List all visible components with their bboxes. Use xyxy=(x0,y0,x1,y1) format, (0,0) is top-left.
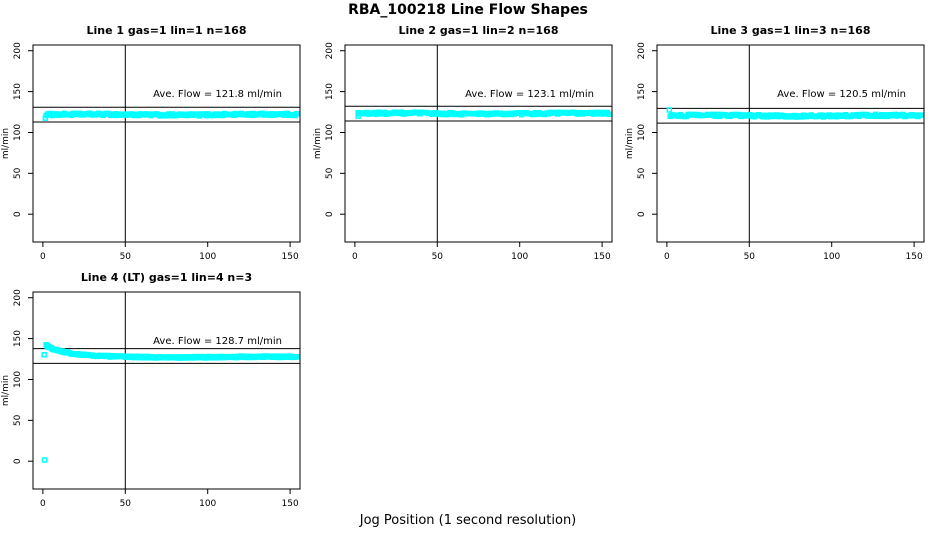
y-tick-label: 0 xyxy=(637,211,647,217)
y-axis-label: ml/min xyxy=(313,128,323,159)
x-tick-label: 0 xyxy=(40,252,46,262)
scatter-points xyxy=(41,341,300,463)
data-point xyxy=(605,111,612,117)
ave-flow-annotation: Ave. Flow = 121.8 ml/min xyxy=(153,89,282,100)
figure-x-label: Jog Position (1 second resolution) xyxy=(359,513,577,528)
panel-3-svg: Line 3 gas=1 lin=3 n=168 0 50 100 150 0 50 100 1… xyxy=(625,24,925,262)
panel-4: Line 4 (LT) gas=1 lin=4 n=3 0 50 100 150 0 50 1… xyxy=(0,268,312,521)
x-tick-label: 50 xyxy=(744,252,756,262)
panel-2: Line 2 gas=1 lin=2 n=168 0 50 100 150 0 50 100 1… xyxy=(312,21,624,274)
scatter-points xyxy=(42,110,300,121)
data-point xyxy=(41,457,48,463)
y-axis-label: ml/min xyxy=(1,375,11,406)
y-axis-label: ml/min xyxy=(1,128,11,159)
panel-title: Line 1 gas=1 lin=1 n=168 xyxy=(86,24,246,37)
ave-flow-annotation: Ave. Flow = 123.1 ml/min xyxy=(465,89,594,100)
data-point xyxy=(917,112,924,118)
panel-4-svg: Line 4 (LT) gas=1 lin=4 n=3 0 50 100 150 0 50 1… xyxy=(1,271,301,509)
y-tick-label: 200 xyxy=(13,42,23,59)
panel-title: Line 3 gas=1 lin=3 n=168 xyxy=(710,24,870,37)
x-tick-label: 150 xyxy=(594,252,611,262)
y-tick-label: 100 xyxy=(325,124,335,141)
plot-box xyxy=(32,44,301,243)
y-tick-label: 200 xyxy=(13,289,23,306)
ave-flow-annotation: Ave. Flow = 128.7 ml/min xyxy=(153,336,282,347)
x-tick-label: 0 xyxy=(40,499,46,509)
ave-flow-annotation: Ave. Flow = 120.5 ml/min xyxy=(777,89,906,100)
y-tick-label: 50 xyxy=(13,414,23,426)
y-tick-label: 0 xyxy=(13,211,23,217)
panel-3: Line 3 gas=1 lin=3 n=168 0 50 100 150 0 50 100 1… xyxy=(624,21,936,274)
y-tick-label: 150 xyxy=(13,83,23,100)
scatter-points xyxy=(666,107,924,120)
y-tick-label: 150 xyxy=(13,330,23,347)
x-tick-label: 100 xyxy=(199,499,216,509)
figure-title: RBA_100218 Line Flow Shapes xyxy=(348,2,588,18)
y-axis-label: ml/min xyxy=(625,128,635,159)
y-tick-label: 200 xyxy=(325,42,335,59)
y-tick-label: 100 xyxy=(13,371,23,388)
x-tick-label: 100 xyxy=(823,252,840,262)
y-tick-label: 0 xyxy=(325,211,335,217)
y-tick-label: 50 xyxy=(637,167,647,179)
x-tick-label: 150 xyxy=(906,252,923,262)
panel-2-svg: Line 2 gas=1 lin=2 n=168 0 50 100 150 0 50 100 1… xyxy=(313,24,613,262)
y-tick-label: 150 xyxy=(325,83,335,100)
y-tick-label: 150 xyxy=(637,83,647,100)
y-tick-label: 50 xyxy=(325,167,335,179)
x-tick-label: 150 xyxy=(282,499,299,509)
y-tick-label: 100 xyxy=(637,124,647,141)
data-point xyxy=(293,353,300,360)
panel-1-svg: Line 1 gas=1 lin=1 n=168 0 50 100 150 0 50 100 1… xyxy=(1,24,301,262)
y-tick-label: 50 xyxy=(13,167,23,179)
panel-title: Line 4 (LT) gas=1 lin=4 n=3 xyxy=(81,271,252,284)
panel-title: Line 2 gas=1 lin=2 n=168 xyxy=(398,24,558,37)
y-tick-label: 100 xyxy=(13,124,23,141)
x-tick-label: 150 xyxy=(282,252,299,262)
y-tick-label: 0 xyxy=(13,458,23,464)
data-point xyxy=(355,113,361,119)
x-tick-label: 50 xyxy=(120,252,132,262)
panel-1: Line 1 gas=1 lin=1 n=168 0 50 100 150 0 50 100 1… xyxy=(0,21,312,274)
scatter-points xyxy=(355,109,612,119)
y-tick-label: 200 xyxy=(637,42,647,59)
data-point xyxy=(41,352,47,358)
data-point xyxy=(42,115,49,121)
plot-box xyxy=(32,291,301,490)
data-point xyxy=(293,111,300,117)
x-tick-label: 100 xyxy=(511,252,528,262)
plot-box xyxy=(344,44,613,243)
x-tick-label: 100 xyxy=(199,252,216,262)
x-tick-label: 50 xyxy=(120,499,132,509)
plot-box xyxy=(656,44,925,243)
x-tick-label: 0 xyxy=(664,252,670,262)
x-tick-label: 50 xyxy=(432,252,444,262)
data-point xyxy=(666,107,673,113)
x-tick-label: 0 xyxy=(352,252,358,262)
